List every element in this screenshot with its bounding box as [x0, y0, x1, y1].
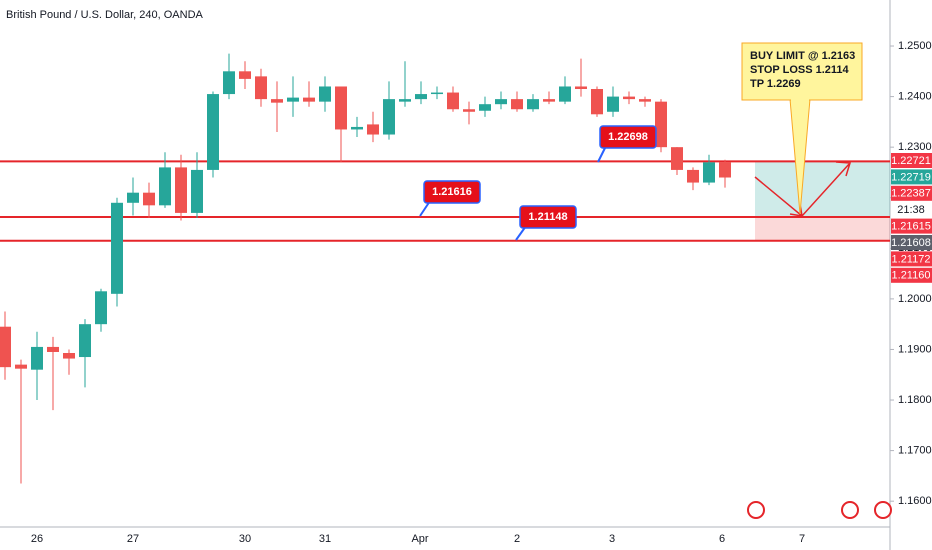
candle-body — [383, 99, 395, 135]
event-icon — [874, 501, 892, 519]
y-tick-label: 1.20000 — [898, 293, 932, 305]
price-label-bg — [891, 267, 932, 283]
candle-body — [607, 96, 619, 112]
candle-body — [335, 86, 347, 130]
candle-body — [463, 109, 475, 112]
callout-label: 1.21148 — [528, 211, 567, 223]
note-seam — [791, 97, 809, 101]
candle-body — [623, 96, 635, 100]
candle-body — [303, 97, 315, 102]
x-tick-label: 31 — [319, 533, 331, 545]
candle-body — [527, 99, 539, 110]
x-tick-label: 2 — [514, 533, 520, 545]
chart-title: British Pound / U.S. Dollar, 240, OANDA — [6, 9, 204, 21]
price-label: 1.21608 — [891, 237, 931, 249]
candle-body — [223, 71, 235, 95]
x-tick-label: 7 — [799, 533, 805, 545]
candle-body — [287, 97, 299, 102]
y-tick-label: 1.24000 — [898, 90, 932, 102]
candle-body — [447, 92, 459, 110]
note-pointer — [789, 98, 811, 215]
candle-body — [15, 364, 27, 369]
candle-body — [703, 162, 715, 183]
candle-body — [239, 71, 251, 79]
price-label: 1.22387 — [891, 188, 931, 200]
candle-body — [591, 89, 603, 115]
price-label-bg — [891, 218, 932, 234]
candle-body — [511, 99, 523, 110]
candle-body — [479, 104, 491, 111]
note-line: BUY LIMIT @ 1.2163 — [750, 50, 855, 62]
candle-body — [0, 326, 11, 368]
candle-body — [415, 94, 427, 100]
price-label: 1.21160 — [892, 270, 931, 282]
x-tick-label: 6 — [719, 533, 725, 545]
candle-body — [79, 324, 91, 358]
event-icon — [747, 501, 765, 519]
callout-box — [599, 125, 657, 149]
candle-body — [655, 101, 667, 148]
candle-body — [687, 169, 699, 183]
price-label: 1.21172 — [892, 253, 931, 265]
x-tick-label: 30 — [239, 533, 251, 545]
candle-body — [255, 76, 267, 100]
y-tick-label: 1.23000 — [898, 141, 932, 153]
note-line: STOP LOSS 1.2114 — [750, 64, 850, 76]
price-label: 1.21615 — [891, 221, 931, 233]
price-label: 1.22721 — [891, 155, 931, 167]
callout-label: 1.21616 — [432, 186, 472, 198]
candle-body — [111, 202, 123, 294]
candle-body — [351, 126, 363, 130]
y-tick-label: 1.16000 — [898, 495, 932, 507]
profit-zone — [755, 161, 890, 217]
y-tick-label: 1.18000 — [898, 394, 932, 406]
candle-body — [671, 147, 683, 170]
event-icon — [841, 501, 859, 519]
price-label-bg — [891, 251, 932, 267]
callout-box — [519, 205, 577, 229]
candle-body — [367, 124, 379, 135]
candle-body — [543, 99, 555, 102]
candle-body — [191, 169, 203, 213]
y-tick-label: 1.25000 — [898, 40, 932, 52]
price-label: 21:38 — [897, 204, 925, 216]
candle-body — [431, 92, 443, 95]
y-tick-label: 1.19000 — [898, 343, 932, 355]
price-label-bg — [891, 169, 932, 185]
candle-body — [719, 162, 731, 178]
candle-body — [639, 99, 651, 102]
candle-body — [31, 346, 43, 370]
candle-body — [159, 167, 171, 206]
candle-body — [271, 99, 283, 103]
price-label: 1.22719 — [891, 171, 931, 183]
x-tick-label: 26 — [31, 533, 43, 545]
candle-body — [127, 192, 139, 203]
callout-box — [423, 180, 481, 204]
candle-body — [175, 167, 187, 213]
x-tick-label: 3 — [609, 533, 615, 545]
x-tick-label: Apr — [411, 533, 428, 545]
price-label-bg — [891, 153, 932, 168]
candle-body — [399, 99, 411, 102]
candle-body — [319, 86, 331, 102]
x-tick-label: 27 — [127, 533, 139, 545]
price-label-bg — [891, 185, 932, 201]
loss-zone — [755, 216, 890, 241]
candle-body — [63, 352, 75, 359]
y-tick-label: 1.17000 — [898, 445, 932, 457]
price-label-bg — [891, 235, 932, 250]
candle-body — [143, 192, 155, 206]
candle-body — [207, 94, 219, 170]
candle-body — [495, 99, 507, 105]
note-line: TP 1.2269 — [750, 78, 801, 90]
note-box — [741, 42, 863, 101]
callout-label: 1.22698 — [608, 131, 648, 143]
candle-body — [95, 291, 107, 325]
price-label-bg — [891, 202, 932, 218]
candle-body — [575, 86, 587, 90]
candle-body — [559, 86, 571, 102]
candle-body — [47, 346, 59, 352]
